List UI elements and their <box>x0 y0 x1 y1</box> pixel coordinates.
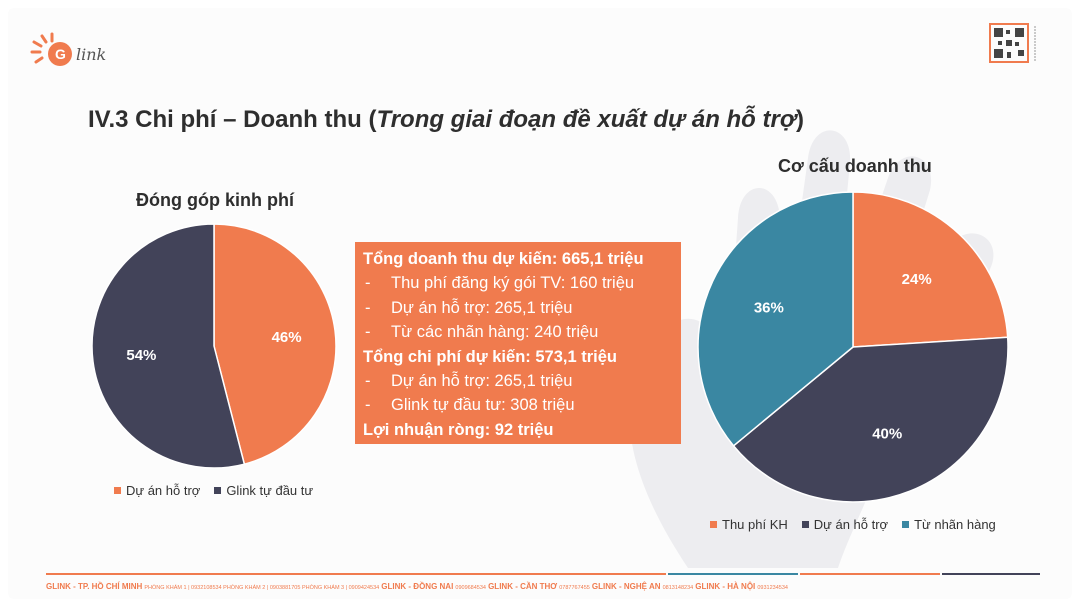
pie-data-label: 46% <box>272 329 302 346</box>
pie-slice-1 <box>213 223 337 466</box>
pie-data-label: 40% <box>872 425 902 442</box>
legend-item: Dự án hỗ trợ <box>801 517 889 532</box>
pie-data-label: 24% <box>902 271 932 288</box>
legend-swatch <box>902 521 910 528</box>
cost-total: Tổng chi phí dự kiến: 573,1 triệu <box>363 347 617 366</box>
pie-slice-3 <box>697 191 854 447</box>
revenue-item: - Thu phí đăng ký gói TV: 160 triệu <box>365 274 635 293</box>
footer-info-nghean: 0813148234 <box>662 585 694 591</box>
qr-code <box>988 22 1044 70</box>
footer-info-cantho: 0787767455 <box>559 585 590 591</box>
legend-item: Từ nhãn hàng <box>902 517 996 532</box>
pie-data-label: 36% <box>754 299 784 316</box>
legend-label: Thu phí KH <box>722 517 788 532</box>
legend-swatch <box>214 487 222 494</box>
pie-chart-funding: 46% 54% <box>91 223 337 469</box>
legend-label: Từ nhãn hàng <box>914 517 996 532</box>
footer-info-dongnai: 0909684534 <box>455 585 486 591</box>
legend-label: Dự án hỗ trợ <box>813 517 889 532</box>
svg-text:G: G <box>55 46 66 62</box>
cost-item: - Glink tự đầu tư: 308 triệu <box>365 396 575 415</box>
pie-slice-1 <box>852 191 1009 348</box>
footer-line <box>942 573 1040 575</box>
legend-swatch <box>114 487 121 494</box>
legend-item: Glink tự đầu tư <box>214 483 313 498</box>
slide: G link IV.3 Chi phí – Doanh thu (Trong g… <box>8 8 1072 599</box>
revenue-total: Tổng doanh thu dự kiến: 665,1 triệu <box>363 250 644 268</box>
footer-contacts: GLINK - TP. HỒ CHÍ MINH PHÒNG KHÁM 1 | 0… <box>46 582 788 591</box>
legend-item: Thu phí KH <box>710 517 788 532</box>
cost-item: - Dự án hỗ trợ: 265,1 triệu <box>365 372 573 391</box>
footer-city-dongnai: GLINK - ĐỒNG NAI <box>381 582 454 591</box>
legend-swatch <box>710 521 717 528</box>
footer-line <box>800 573 940 575</box>
footer-city-cantho: GLINK - CẦN THƠ <box>488 582 558 591</box>
legend-label: Glink tự đầu tư <box>226 483 314 498</box>
footer-city-nghean: GLINK - NGHỆ AN <box>591 582 661 591</box>
revenue-item: - Từ các nhãn hàng: 240 triệu <box>365 323 599 342</box>
legend-swatch <box>801 521 809 528</box>
legend-item: Dự án hỗ trợ <box>114 483 200 498</box>
legend-label: Dự án hỗ trợ <box>126 483 201 498</box>
footer-city-hanoi: GLINK - HÀ NỘI <box>695 582 756 591</box>
footer-line <box>668 573 798 575</box>
footer-city-hcm: GLINK - TP. HỒ CHÍ MINH <box>46 582 143 591</box>
footer-info-hcm: PHÒNG KHÁM 1 | 0932108534 PHÒNG KHÁM 2 |… <box>144 585 380 591</box>
title-main: IV.3 Chi phí – Doanh thu ( <box>88 106 377 133</box>
revenue-item: - Dự án hỗ trợ: 265,1 triệu <box>365 298 573 317</box>
title-close: ) <box>795 106 804 133</box>
pie-data-label: 54% <box>126 347 156 364</box>
title-italic: Trong giai đoạn đề xuất dự án hỗ trợ <box>376 106 796 133</box>
chart-title-funding: Đóng góp kinh phí <box>136 190 294 210</box>
footer-info-hanoi: 0931234534 <box>757 585 788 591</box>
legend-funding: Dự án hỗ trợ Glink tự đầu tư <box>114 483 313 498</box>
chart-title-revenue: Cơ cấu doanh thu <box>778 156 932 176</box>
pie-slice-2 <box>732 336 1009 503</box>
glink-logo: G link <box>28 28 128 72</box>
pie-slice-2 <box>91 223 246 469</box>
summary-box: Tổng doanh thu dự kiến: 665,1 triệu - Thu… <box>355 242 681 444</box>
footer-line <box>46 573 666 575</box>
pie-chart-revenue: 24% 40% 36% <box>697 191 1009 503</box>
slide-title: IV.3 Chi phí – Doanh thu (Trong giai đoạ… <box>88 106 804 134</box>
legend-revenue: Thu phí KH Dự án hỗ trợ Từ nhãn hàng <box>710 517 996 532</box>
net-profit: Lợi nhuận ròng: 92 triệu <box>363 420 554 439</box>
logo-wordmark: link <box>76 45 106 64</box>
